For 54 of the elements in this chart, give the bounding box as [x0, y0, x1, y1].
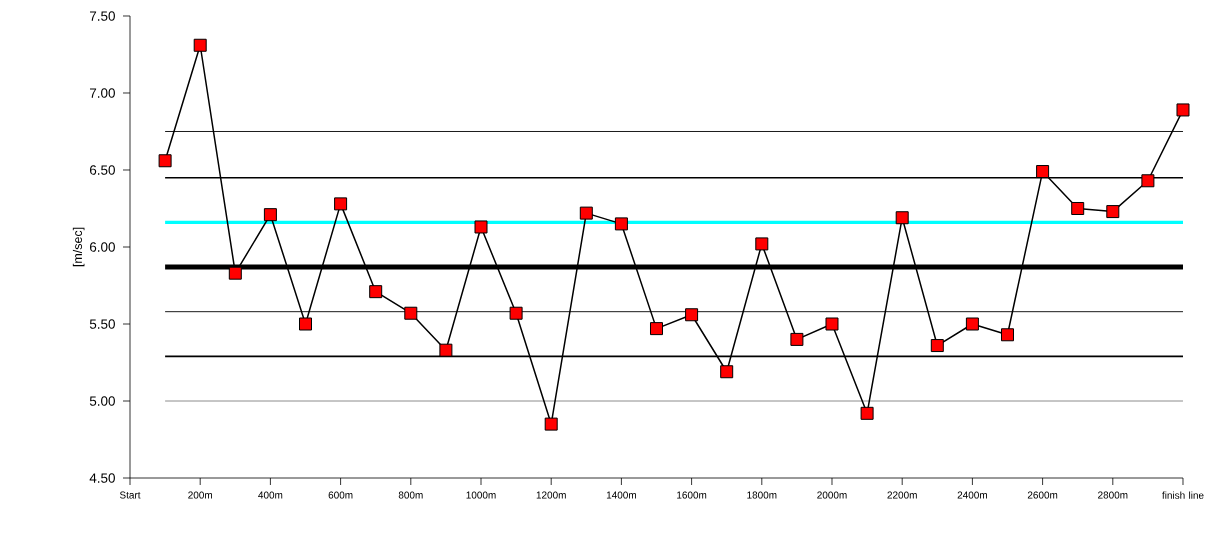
x-tick-label: 2600m: [1027, 491, 1058, 499]
point: [614, 217, 628, 231]
y-tick-label: 6.00: [89, 242, 115, 252]
point: [1141, 174, 1155, 188]
y-tick-label: 5.50: [89, 319, 115, 329]
point: [1106, 205, 1120, 219]
point: [720, 365, 734, 379]
point: [299, 317, 312, 331]
y-tick-label: 7.50: [89, 11, 115, 21]
x-tick-label: 2800m: [1098, 491, 1128, 499]
point: [228, 266, 242, 280]
x-tick-label: Start: [119, 491, 141, 499]
x-tick-label: 1400m: [606, 491, 636, 499]
point: [825, 317, 839, 331]
x-tick-label: 800m: [398, 491, 423, 499]
y-tick-label: 4.50: [89, 473, 115, 483]
point: [755, 237, 769, 251]
y-tick-label: 5.00: [89, 396, 115, 406]
point: [1036, 165, 1050, 179]
x-tick-label: 1600m: [677, 491, 707, 499]
point: [965, 317, 979, 331]
x-tick-label: 1800m: [747, 491, 777, 499]
point: [790, 332, 804, 346]
point: [930, 339, 944, 353]
x-tick-label: 400m: [258, 491, 283, 499]
x-tick-label: 1000m: [466, 491, 496, 499]
point: [895, 211, 909, 225]
point: [509, 306, 523, 320]
point: [334, 197, 348, 211]
y-tick-label: 7.00: [89, 88, 115, 98]
point: [579, 206, 593, 220]
point: [263, 208, 277, 222]
point: [1001, 328, 1014, 342]
x-tick-label: 600m: [328, 491, 353, 499]
y-tick-label: 6.50: [89, 165, 115, 175]
point: [439, 343, 453, 357]
point: [685, 308, 699, 322]
x-tick-label: 2400m: [957, 491, 987, 499]
y-axis-title: [m/sec]: [72, 227, 85, 267]
x-tick-label: 2200m: [887, 491, 917, 499]
x-tick-label: 1200m: [536, 491, 566, 499]
point: [860, 406, 874, 420]
x-tick-label: 200m: [188, 491, 212, 499]
point: [1176, 103, 1190, 117]
point: [369, 285, 383, 299]
point: [474, 220, 488, 234]
point: [544, 417, 558, 431]
point: [158, 154, 172, 168]
x-tick-label: 2000m: [817, 491, 847, 499]
point: [404, 306, 418, 320]
point: [650, 322, 663, 336]
point: [1071, 202, 1085, 215]
point: [193, 38, 207, 52]
x-tick-label: finish line: [1162, 491, 1204, 499]
